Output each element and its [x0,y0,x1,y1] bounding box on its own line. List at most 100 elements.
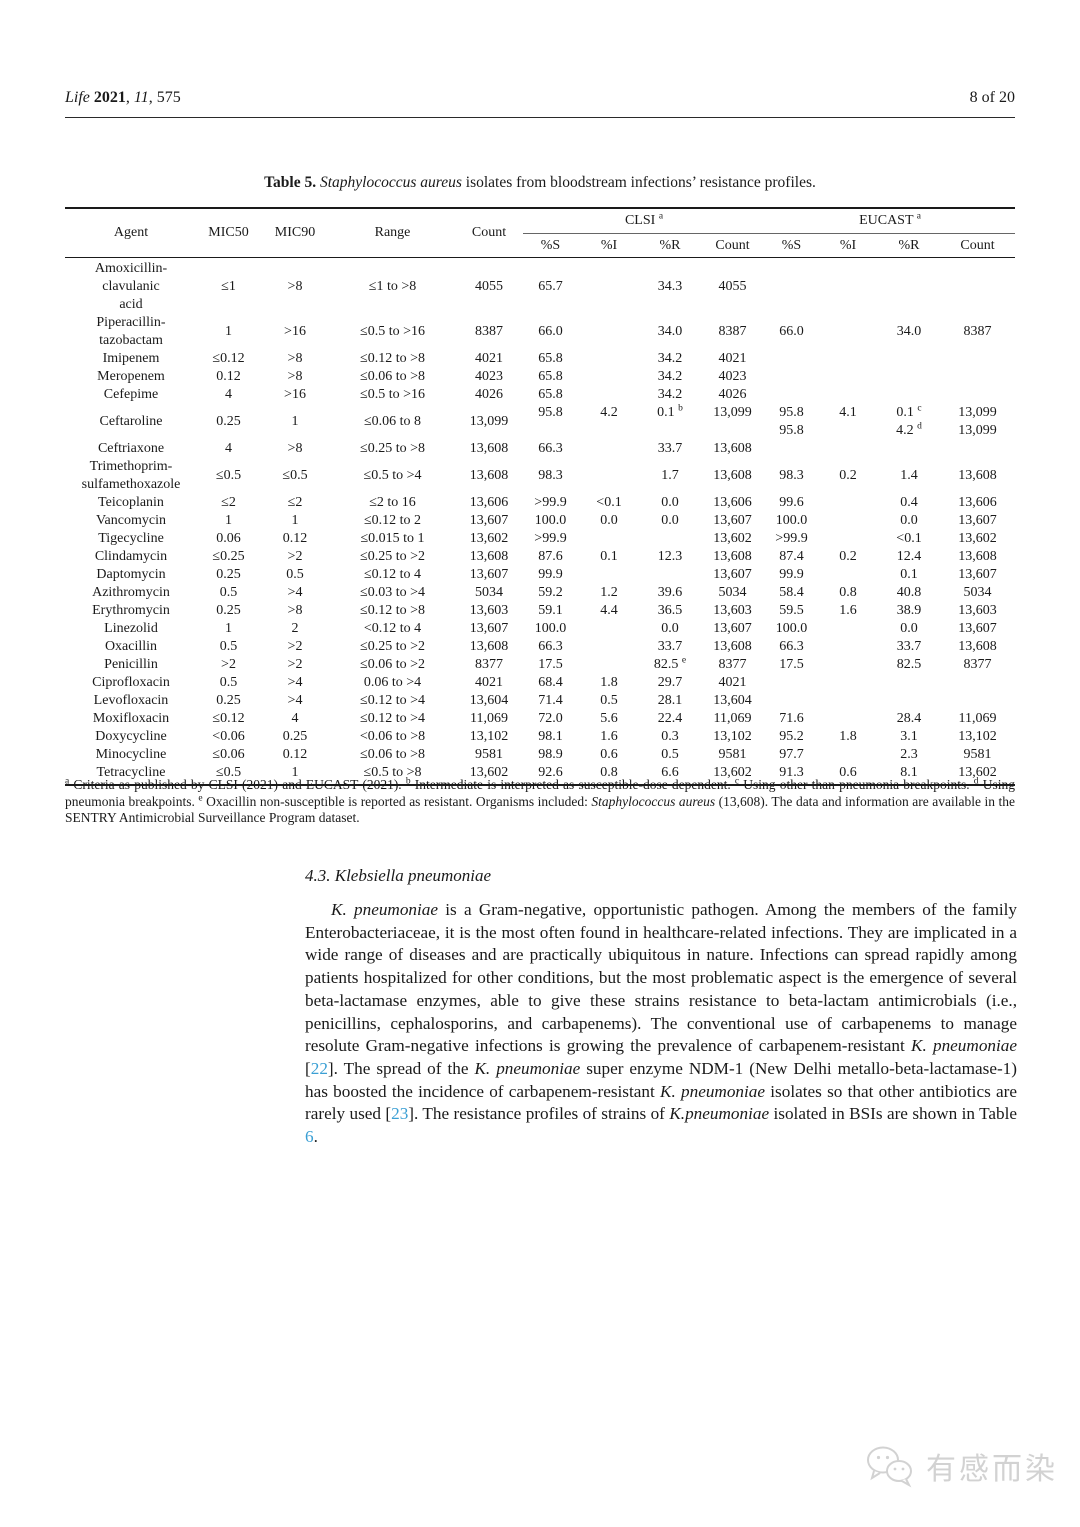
agent-cell: Ceftriaxone [97,441,165,456]
table-cell: ≤0.12 [212,711,245,726]
table-cell: 71.6 [779,711,804,726]
table-cell: 1 [225,324,232,339]
table-row: Tetracycline ≤0.5 1 ≤0.5 to >8 13,602 92.6 0.8… [65,764,1015,785]
table-cell: 1.4 [900,468,918,483]
table-cell: 9581 [718,747,747,762]
table-cell: ≤0.12 to >8 [360,351,425,366]
table-cell: 4055 [475,279,503,294]
table-cell: ≤0.5 to >4 [363,468,422,483]
table-cell: 82.5 e [653,655,687,672]
citation-link[interactable]: 6 [305,1127,314,1147]
table-cell: >99.9 [534,495,567,510]
table-cell: 4021 [475,351,503,366]
table-cell: 65.8 [538,351,563,366]
table-cell: 4021 [718,675,747,690]
table-cell: 0.12 [282,531,308,546]
table-cell: 5.6 [600,711,618,726]
table-body: Amoxicillin-clavulanic acid ≤1 >8 ≤1 to >8 40… [65,258,1015,786]
table-cell [578,314,640,350]
table-cell [878,386,940,404]
table-cell [578,368,640,386]
table-cell: ≤0.12 [212,351,245,366]
table-cell: >2 [287,639,303,654]
table-cell: 13,606 [469,495,509,510]
column-header: Count [455,208,523,258]
agent-cell: Levofloxacin [93,693,169,708]
table-cell: ≤1 [221,279,236,294]
table-cell: <0.06 [212,729,245,744]
table-row: Daptomycin 0.25 0.5 ≤0.12 to 4 13,607 99.9 13,… [65,566,1015,584]
table-cell [940,350,1015,368]
table-cell: 0.25 [216,603,241,618]
table-cell: 68.4 [538,675,563,690]
table-row: Vancomycin 1 1 ≤0.12 to 2 13,607 100.0 0.0 0.0 1… [65,512,1015,530]
table-cell [818,692,878,710]
table-cell: 13,099 [469,414,509,429]
table-cell: 34.0 [896,324,922,339]
table-cell: 95.2 [779,729,804,744]
table-cell: 9581 [963,747,992,762]
agent-cell: Ciprofloxacin [92,675,170,690]
citation-link[interactable]: 23 [391,1104,409,1124]
table-cell: 0.5 [661,747,679,762]
column-header: Agent [65,208,197,258]
table-cell: >8 [287,441,303,456]
table-cell: >16 [284,387,306,402]
column-header: %I [818,233,878,258]
table-cell: 1.7 [661,468,679,483]
table-cell: 13,607 [958,567,997,582]
table-cell: 34.2 [657,387,683,402]
table-cell: 2 [291,621,299,636]
table-cell [818,440,878,458]
table-cell: ≤0.06 to >8 [360,369,425,384]
table-header: Agent MIC50 MIC90 Range Count CLSI a EUCAST a%… [65,208,1016,258]
agent-cell: Amoxicillin-clavulanic acid [94,261,168,312]
section-4-3: 4.3. Klebsiella pneumoniae K. pneumoniae… [305,866,1017,1149]
table-cell: 13,099 [713,405,752,420]
table-cell: ≤2 to 16 [369,495,416,510]
table-cell: 4 [225,441,232,456]
table-cell: 0.25 [216,693,241,708]
agent-cell: Moxifloxacin [92,711,170,726]
table-cell [878,350,940,368]
table-cell: 13,102 [958,729,997,744]
table-cell: 13,602 [713,765,752,780]
table-cell: 13,603 [958,603,997,618]
group-header: EUCAST a [765,208,1016,234]
agent-cell: Ceftaroline [99,414,163,429]
table-cell: 0.25 [216,567,241,582]
table-cell [578,458,640,494]
agent-cell: Penicillin [104,657,158,672]
table-cell: 1.8 [839,729,857,744]
table-cell: 13,608 [469,468,509,483]
table-cell: 1 [291,765,299,780]
table-cell: 4 [225,387,232,402]
table-cell: 8387 [718,324,747,339]
table-cell: ≤0.25 [212,549,245,564]
table-cell: 3.1 [900,729,918,744]
agent-cell: Cefepime [103,387,159,402]
table-row: Ceftriaxone 4 >8 ≤0.25 to >8 13,608 66.3 33.7 1… [65,440,1015,458]
table-cell: >99.9 [534,531,567,546]
table-cell: 65.8 [538,369,563,384]
table-cell: 36.5 [657,603,683,618]
table-cell: 0.5 [286,567,304,582]
table-cell: 8377 [718,657,747,672]
table-cell: 4023 [475,369,503,384]
table-row: Oxacillin 0.5 >2 ≤0.25 to >2 13,608 66.3 33.7 1… [65,638,1015,656]
table-cell: 59.1 [538,603,563,618]
table-cell: 66.0 [538,324,563,339]
table-cell: 0.5 [219,585,238,600]
table-cell: 28.4 [896,711,922,726]
table-cell: 33.7 [657,639,683,654]
column-header: %S [765,233,818,258]
table-cell: 13,607 [713,513,752,528]
citation-link[interactable]: 22 [310,1058,328,1078]
table-cell [818,566,878,584]
table-cell: >4 [287,675,303,690]
table-footnote: a Criteria as published by CLSI (2021) a… [65,776,1015,826]
table-cell: 4021 [475,675,503,690]
table-cell: 13,602 [958,531,997,546]
header-rule [65,117,1015,118]
table-cell: ≤0.12 to 4 [363,567,422,582]
